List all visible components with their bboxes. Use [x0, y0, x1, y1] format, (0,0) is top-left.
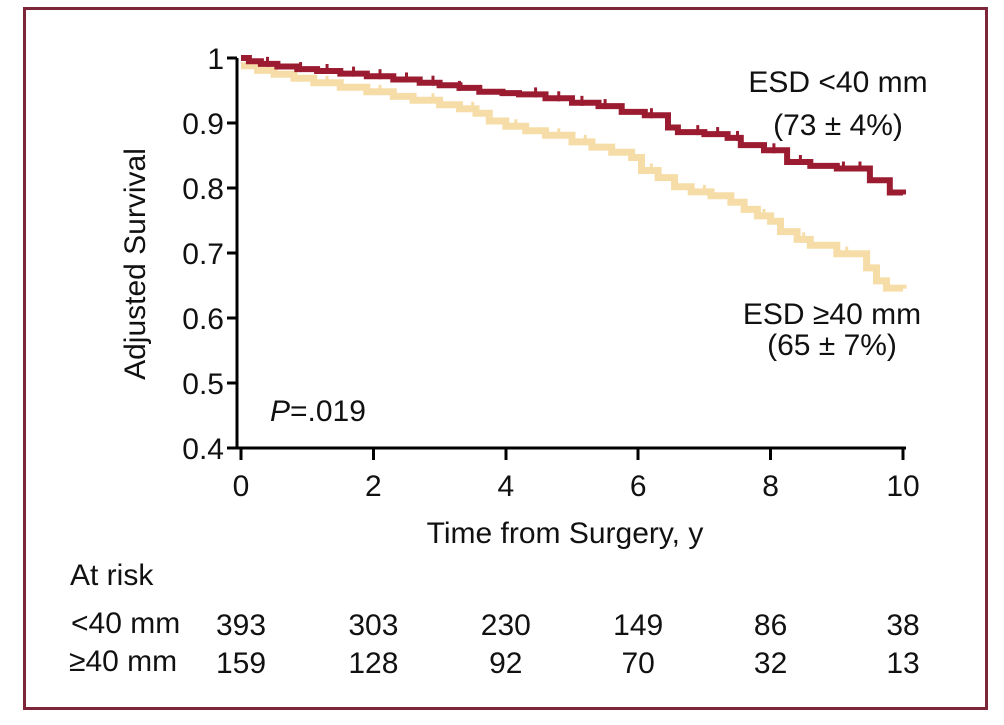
y-tick-label: 0.6: [182, 303, 224, 336]
at-risk-count: 86: [754, 609, 787, 642]
series-label-esd-lt40-name: ESD <40 mm: [748, 66, 928, 99]
p-value-symbol: P: [270, 395, 291, 428]
x-tick-label: 6: [630, 470, 647, 503]
at-risk-count: 303: [348, 609, 398, 642]
x-tick-label: 2: [365, 470, 382, 503]
at-risk-row-label-ge40: ≥40 mm: [69, 645, 178, 678]
y-tick-label: 0.7: [182, 238, 224, 271]
y-tick-label: 1: [207, 43, 224, 76]
y-tick-label: 0.9: [182, 108, 224, 141]
series-label-esd-ge40-name: ESD ≥40 mm: [742, 298, 922, 331]
at-risk-count: 32: [754, 647, 787, 680]
at-risk-count: 149: [613, 609, 663, 642]
at-risk-count: 393: [216, 609, 266, 642]
x-tick-label: 10: [886, 470, 919, 503]
x-tick-label: 4: [497, 470, 514, 503]
at-risk-count: 13: [886, 647, 919, 680]
y-tick-label: 0.5: [182, 368, 224, 401]
series-label-esd-lt40-estimate: (73 ± 4%): [773, 109, 903, 142]
series-label-esd-lt40: ESD <40 mm (73 ± 4%): [688, 61, 988, 147]
p-value-annotation: P=.019: [270, 394, 366, 430]
x-axis-title: Time from Surgery, y: [426, 517, 704, 550]
at-risk-count: 128: [348, 647, 398, 680]
series-label-esd-ge40: ESD ≥40 mm (65 ± 7%): [682, 299, 982, 361]
at-risk-row-label-lt40: <40 mm: [71, 607, 181, 640]
at-risk-count: 230: [481, 609, 531, 642]
at-risk-count: 92: [489, 647, 522, 680]
at-risk-count: 38: [886, 609, 919, 642]
y-tick-label: 0.4: [182, 433, 224, 466]
y-tick-label: 0.8: [182, 173, 224, 206]
p-value-text: =.019: [290, 395, 366, 428]
at-risk-count: 159: [216, 647, 266, 680]
survival-curve-esd-lt40: [241, 55, 906, 196]
at-risk-title: At risk: [70, 559, 154, 592]
y-axis-title: Adjusted Survival: [119, 148, 152, 380]
x-tick-label: 0: [233, 470, 250, 503]
series-label-esd-ge40-estimate: (65 ± 7%): [767, 329, 897, 362]
x-tick-label: 8: [762, 470, 779, 503]
survival-curve-esd-ge40: [241, 62, 907, 292]
at-risk-count: 70: [622, 647, 655, 680]
